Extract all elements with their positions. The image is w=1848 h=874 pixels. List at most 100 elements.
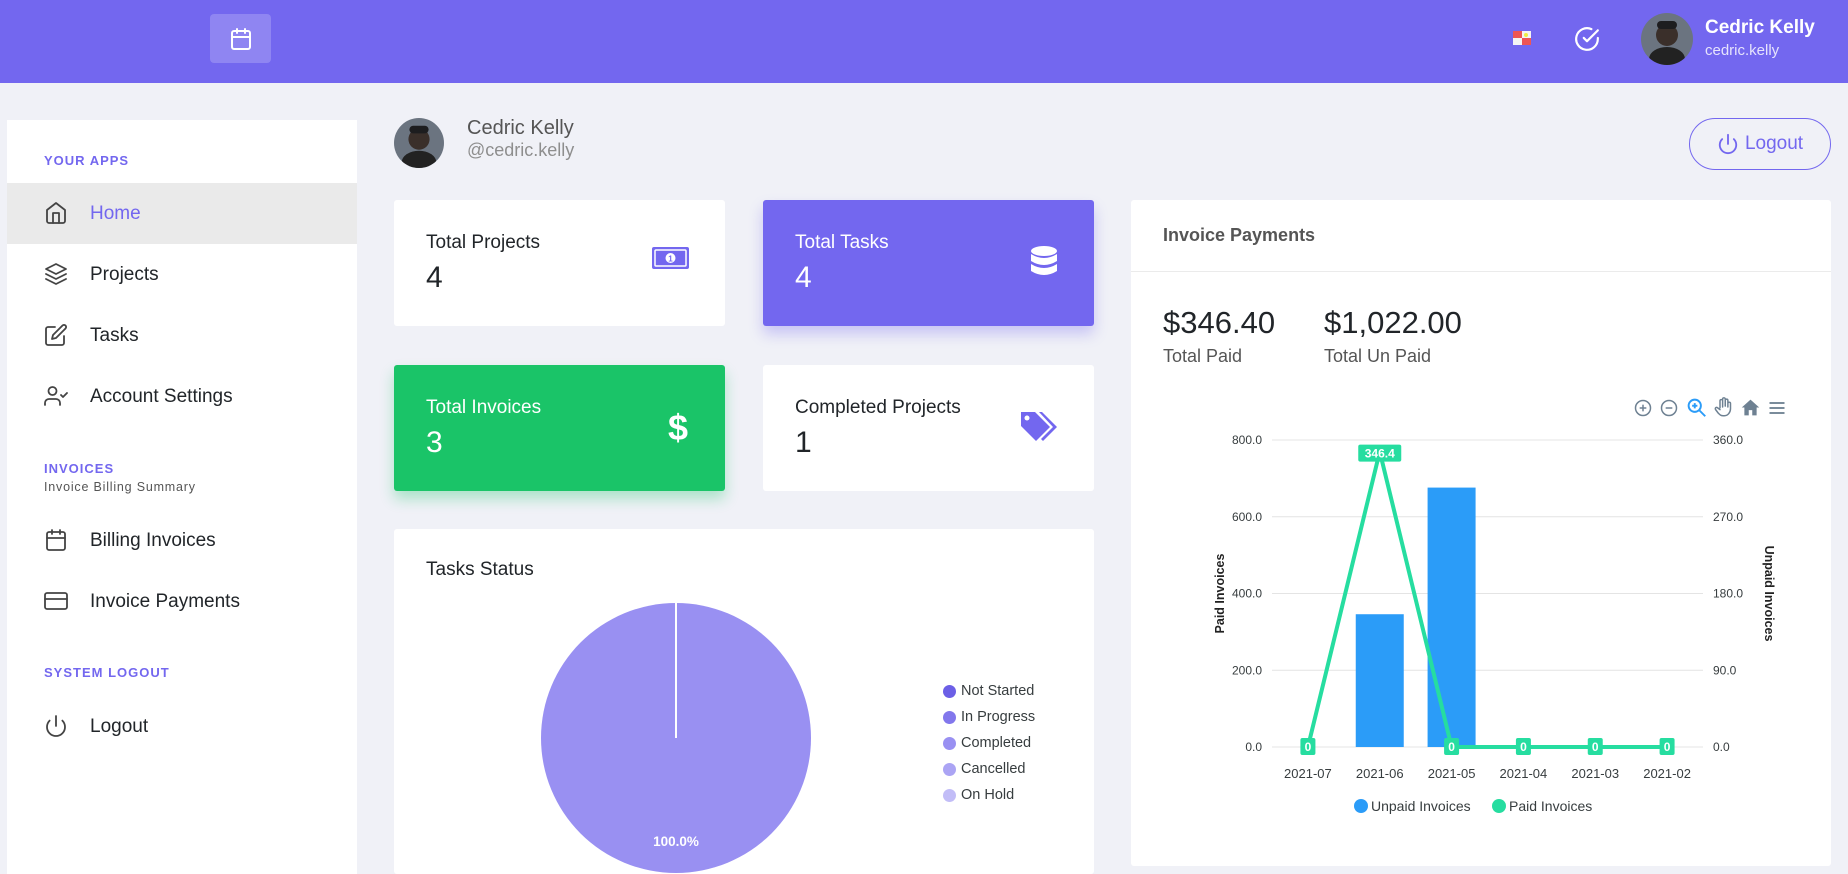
- legend-marker[interactable]: [1354, 799, 1368, 813]
- y-right-tick-label: 270.0: [1713, 510, 1743, 524]
- reset-home-icon[interactable]: [1740, 397, 1761, 418]
- invoice-payments-title: Invoice Payments: [1163, 225, 1316, 245]
- sidebar-item-account-settings[interactable]: Account Settings: [7, 366, 357, 427]
- bar[interactable]: [1427, 487, 1476, 747]
- data-label-bg: [1659, 738, 1675, 755]
- sidebar-item-projects[interactable]: Projects: [7, 244, 357, 305]
- y-right-tick-label: 360.0: [1713, 433, 1743, 447]
- legend-item-completed[interactable]: Completed: [943, 735, 1031, 751]
- sidebar-item-home[interactable]: Home: [7, 183, 357, 244]
- total-paid-amount: $346.40: [1163, 305, 1276, 340]
- invoice-payments-card: Invoice Payments $346.40 Total Paid $1,0…: [1131, 200, 1831, 866]
- logout-button[interactable]: Logout: [1689, 118, 1831, 170]
- data-label: 0: [1592, 740, 1599, 754]
- sidebar-item-billing-invoices[interactable]: Billing Invoices: [7, 510, 357, 571]
- data-label-bg: [1587, 738, 1603, 755]
- sidebar-item-logout[interactable]: Logout: [7, 696, 357, 757]
- tasks-status-pie-chart: 100.0%: [541, 603, 811, 873]
- tasks-status-title: Tasks Status: [426, 559, 534, 580]
- legend-dot: [943, 788, 956, 802]
- data-label: 0: [1305, 740, 1312, 754]
- data-label: 0: [1448, 740, 1455, 754]
- x-tick-label: 2021-02: [1643, 766, 1691, 781]
- y-tick-label: 200.0: [1232, 663, 1262, 677]
- money-icon: 1: [652, 247, 689, 269]
- zoom-select-icon[interactable]: [1686, 397, 1707, 418]
- data-label: 346.4: [1365, 447, 1395, 461]
- sidebar-item-invoice-payments[interactable]: Invoice Payments: [7, 571, 357, 632]
- sidebar-item-tasks[interactable]: Tasks: [7, 305, 357, 366]
- total-unpaid-amount: $1,022.00: [1324, 305, 1462, 340]
- sidebar-item-label: Home: [90, 202, 141, 224]
- zoom-out-icon[interactable]: [1659, 398, 1679, 418]
- username: cedric.kelly: [1705, 42, 1780, 59]
- pan-icon[interactable]: [1713, 396, 1734, 418]
- sidebar-item-label: Projects: [90, 263, 159, 285]
- top-navbar: Cedric Kelly cedric.kelly: [0, 0, 1848, 83]
- y-axis-title: Paid Invoices: [1213, 554, 1227, 634]
- legend-label[interactable]: Unpaid Invoices: [1371, 798, 1471, 814]
- sidebar-section-your-apps: YOUR APPS: [44, 153, 130, 168]
- x-tick-label: 2021-04: [1500, 766, 1548, 781]
- y-tick-label: 600.0: [1232, 510, 1262, 524]
- legend-label[interactable]: Paid Invoices: [1509, 798, 1592, 814]
- menu-icon[interactable]: [1767, 398, 1787, 418]
- stat-card-completed-projects: Completed Projects 1: [763, 365, 1094, 491]
- power-icon: [1718, 133, 1738, 155]
- calendar-button[interactable]: [210, 14, 271, 63]
- stat-card-total-tasks: Total Tasks 4: [763, 200, 1094, 326]
- legend-marker[interactable]: [1492, 799, 1506, 813]
- sidebar: YOUR APPS Home Projects Tasks Account Se…: [7, 120, 357, 874]
- legend-dot: [943, 762, 956, 776]
- user-name[interactable]: Cedric Kelly: [1705, 17, 1815, 38]
- check-circle-icon[interactable]: [1574, 26, 1600, 52]
- dollar-icon: $: [668, 410, 688, 446]
- tags-icon: [1021, 412, 1057, 441]
- flag-icon[interactable]: [1513, 31, 1531, 45]
- divider: [1131, 271, 1831, 272]
- data-label: 0: [1520, 740, 1527, 754]
- tasks-status-card: Tasks Status 100.0% Not Started In Progr…: [394, 529, 1094, 874]
- legend-item-on-hold[interactable]: On Hold: [943, 787, 1014, 803]
- stat-label: Total Projects: [426, 232, 541, 253]
- data-label: 0: [1664, 740, 1671, 754]
- sidebar-item-label: Account Settings: [90, 385, 233, 407]
- stat-card-total-invoices: Total Invoices 3 $: [394, 365, 725, 491]
- stat-label: Completed Projects: [795, 397, 961, 418]
- x-tick-label: 2021-05: [1428, 766, 1476, 781]
- sidebar-section-invoices: INVOICES: [44, 461, 115, 476]
- credit-card-icon: [44, 592, 68, 610]
- data-label-bg: [1444, 738, 1460, 755]
- sidebar-item-label: Logout: [90, 715, 149, 737]
- profile-name: Cedric Kelly: [467, 117, 574, 139]
- invoice-payments-chart: 0.0 200.0 400.0 600.0 800.0 0.0 90.0 180.0 270.0…: [1213, 433, 1776, 814]
- bar[interactable]: [1355, 614, 1404, 747]
- legend-label: Completed: [961, 735, 1032, 751]
- x-tick-label: 2021-03: [1571, 766, 1619, 781]
- stat-value: 1: [795, 426, 812, 459]
- legend-label: On Hold: [961, 787, 1015, 803]
- zoom-in-icon[interactable]: [1633, 398, 1653, 418]
- legend-item-in-progress[interactable]: In Progress: [943, 709, 1035, 725]
- sidebar-section-invoices-subtitle: Invoice Billing Summary: [44, 480, 196, 494]
- database-icon: [1031, 246, 1057, 275]
- home-icon: [46, 202, 66, 224]
- legend-label: In Progress: [961, 709, 1036, 725]
- data-label-bg: [1300, 738, 1316, 755]
- y-right-axis-title: Unpaid Invoices: [1762, 546, 1776, 642]
- sidebar-item-label: Tasks: [90, 324, 139, 346]
- x-tick-label: 2021-06: [1356, 766, 1404, 781]
- total-paid-label: Total Paid: [1163, 346, 1243, 366]
- user-check-icon: [44, 386, 68, 406]
- y-tick-label: 400.0: [1232, 587, 1262, 601]
- sidebar-item-label: Billing Invoices: [90, 529, 216, 551]
- legend-label: Not Started: [961, 683, 1035, 699]
- legend-label: Cancelled: [961, 761, 1026, 777]
- avatar[interactable]: [1641, 13, 1693, 65]
- power-icon: [46, 715, 66, 737]
- legend-item-not-started[interactable]: Not Started: [943, 683, 1034, 699]
- line-series[interactable]: [1305, 449, 1668, 749]
- legend-item-cancelled[interactable]: Cancelled: [943, 761, 1026, 777]
- sidebar-item-label: Invoice Payments: [90, 590, 240, 612]
- x-tick-label: 2021-07: [1284, 766, 1332, 781]
